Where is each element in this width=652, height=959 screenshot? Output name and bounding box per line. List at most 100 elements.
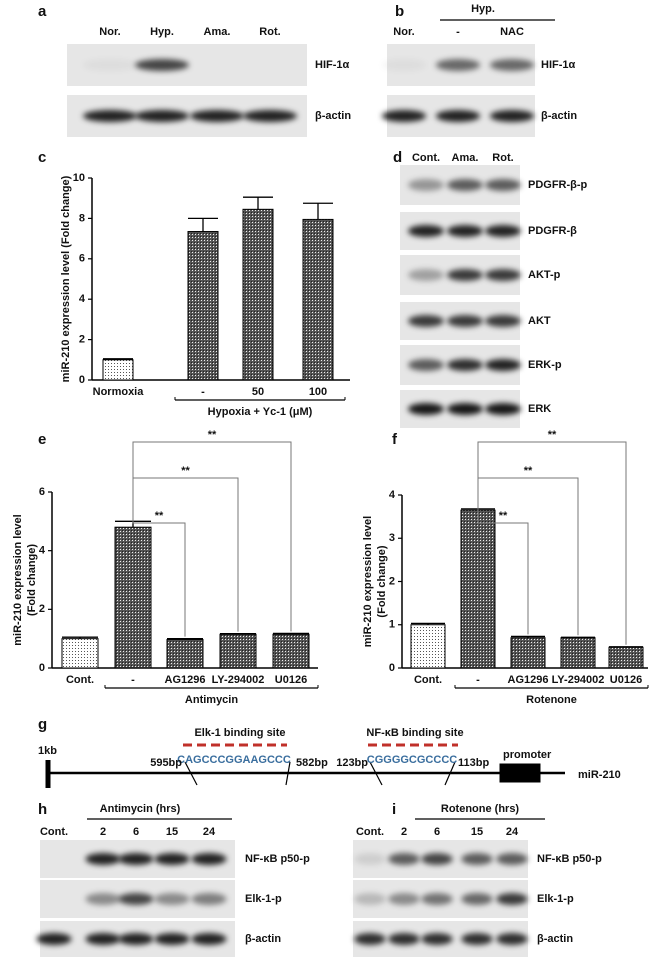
band — [85, 893, 121, 905]
site-marker — [444, 761, 456, 786]
significance-label: ** — [181, 465, 190, 477]
x-tick-label: 50 — [252, 386, 264, 398]
lane-label: 24 — [203, 826, 216, 838]
treatment-label: Rotenone (hrs) — [441, 803, 520, 815]
significance-bracket — [477, 441, 627, 645]
band — [461, 893, 493, 905]
significance-bracket — [477, 504, 529, 635]
bp-label: 582bp — [296, 757, 328, 769]
band — [485, 359, 521, 371]
band — [36, 933, 72, 945]
band — [496, 893, 528, 905]
band — [388, 853, 420, 865]
x-tick-label: U0126 — [610, 674, 642, 686]
lane-label: Rot. — [259, 26, 280, 38]
band — [191, 893, 227, 905]
y-tick-label: 6 — [39, 486, 45, 498]
x-tick-label: - — [476, 674, 480, 686]
group-label: Hypoxia + Yc-1 (μM) — [208, 406, 313, 418]
band — [421, 853, 453, 865]
band — [447, 225, 483, 237]
y-axis-label: miR-210 expression level — [362, 516, 374, 647]
significance-label: ** — [548, 429, 557, 441]
y-tick-label: 1 — [389, 619, 395, 631]
band — [118, 933, 154, 945]
panel-label: d — [393, 149, 402, 166]
y-axis-label: (Fold change) — [26, 544, 38, 616]
bp-label: 595bp — [150, 757, 182, 769]
bp-label: 123bp — [336, 757, 368, 769]
x-tick-label: - — [201, 386, 205, 398]
band — [447, 315, 483, 327]
bar — [410, 624, 446, 669]
band — [408, 225, 444, 237]
y-tick-label: 4 — [39, 545, 46, 557]
row-label: β-actin — [245, 933, 281, 945]
y-tick-label: 4 — [79, 293, 86, 305]
lane-label: 15 — [166, 826, 178, 838]
y-tick-label: 0 — [79, 374, 85, 386]
lane-label: Nor. — [99, 26, 120, 38]
panel-label: h — [38, 801, 47, 818]
row-label: PDGFR-β — [528, 225, 577, 237]
panel-label: e — [38, 431, 46, 448]
panel-label: a — [38, 3, 47, 20]
panel-label: g — [38, 716, 47, 733]
x-tick-label: Normoxia — [93, 386, 145, 398]
band — [154, 893, 190, 905]
y-tick-label: 10 — [73, 172, 85, 184]
group-label: Rotenone — [526, 694, 577, 706]
band — [154, 933, 190, 945]
band — [243, 110, 297, 122]
significance-label: ** — [524, 465, 533, 477]
bar — [272, 633, 310, 669]
bar — [166, 639, 204, 669]
band — [408, 403, 444, 415]
band — [447, 359, 483, 371]
x-tick-label: 100 — [309, 386, 327, 398]
lane-label: Ama. — [452, 152, 479, 164]
group-label: Hyp. — [471, 3, 495, 15]
promoter-box — [499, 763, 541, 783]
gene-label: miR-210 — [578, 769, 621, 781]
band — [435, 59, 481, 71]
panel-label: f — [392, 431, 398, 448]
y-tick-label: 2 — [389, 575, 395, 587]
row-label: β-actin — [315, 110, 351, 122]
band — [447, 403, 483, 415]
y-tick-label: 0 — [389, 662, 395, 674]
lane-label: 6 — [133, 826, 139, 838]
band — [381, 59, 427, 71]
bar — [242, 208, 274, 381]
bp-label: 113bp — [458, 757, 489, 769]
band — [191, 933, 227, 945]
y-axis-label: miR-210 expression level — [12, 514, 24, 645]
band — [388, 933, 420, 945]
site-marker — [369, 761, 383, 786]
lane-label: 6 — [434, 826, 440, 838]
lane-label: Hyp. — [150, 26, 174, 38]
x-tick-label: LY-294002 — [212, 674, 265, 686]
band — [447, 179, 483, 191]
row-label: AKT — [528, 315, 551, 327]
y-tick-label: 3 — [389, 532, 395, 544]
lane-label: - — [456, 26, 460, 38]
lane-label: Ama. — [204, 26, 231, 38]
sequence: CAGCCCGGAAGCCC — [177, 754, 291, 766]
significance-label: ** — [499, 510, 508, 522]
row-label: NF-κB p50-p — [245, 853, 310, 865]
band — [461, 933, 493, 945]
site-marker — [184, 761, 198, 786]
row-label: Elk-1-p — [537, 893, 574, 905]
band — [485, 403, 521, 415]
panel-label: c — [38, 149, 46, 166]
lane-label: Rot. — [492, 152, 513, 164]
bar — [114, 526, 152, 669]
band — [118, 853, 154, 865]
bar — [102, 359, 134, 381]
treatment-label: Antimycin (hrs) — [100, 803, 181, 815]
band — [496, 933, 528, 945]
sequence: CGGGGCGCCCC — [367, 754, 458, 766]
y-tick-label: 0 — [39, 662, 45, 674]
